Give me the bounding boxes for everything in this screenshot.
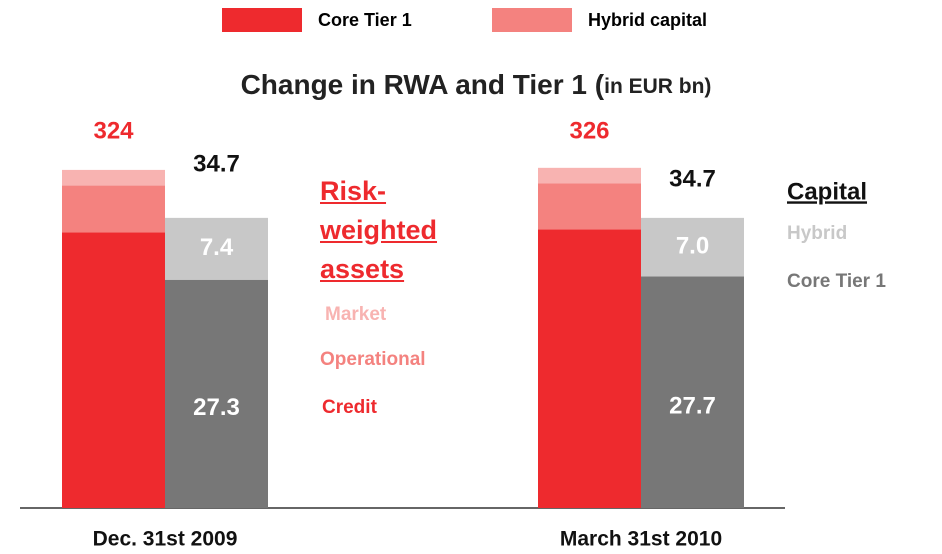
value-label: 7.0: [676, 232, 709, 259]
series-label: Hybrid: [787, 223, 847, 244]
series-label: Operational: [320, 349, 426, 370]
bar-segment: [62, 169, 165, 186]
bar-segment: [165, 279, 268, 508]
total-label: 34.7: [669, 165, 716, 192]
bar-segment: [641, 276, 744, 508]
bar-segment: [538, 183, 641, 230]
title: Change in RWA and Tier 1 (: [241, 69, 605, 100]
title-unit: in EUR bn): [604, 75, 711, 98]
total-label: 34.7: [193, 150, 240, 177]
legend-label: Hybrid capital: [588, 10, 707, 30]
legend-label: Core Tier 1: [318, 10, 412, 30]
value-label: 7.4: [200, 234, 234, 261]
x-tick-label: March 31st 2010: [560, 528, 722, 551]
bar-segment: [62, 185, 165, 233]
chart-title: Change in RWA and Tier 1 (in EUR bn): [241, 69, 712, 100]
x-tick-label: Dec. 31st 2009: [93, 528, 238, 551]
rwa-title: Risk-weighted assets: [320, 176, 438, 284]
series-label: Credit: [322, 397, 378, 418]
series-label: Market: [325, 304, 387, 325]
value-label: 27.7: [669, 393, 716, 420]
bar-segment: [62, 232, 165, 509]
bar-segment: [165, 217, 268, 280]
bar-segment: [538, 229, 641, 509]
total-label: 324: [93, 117, 134, 144]
total-label: 326: [569, 117, 609, 144]
bar-segment: [538, 167, 641, 184]
capital-title: Capital: [787, 178, 867, 205]
legend-swatch: [222, 8, 302, 32]
value-label: 27.3: [193, 394, 240, 421]
legend-swatch: [492, 8, 572, 32]
series-label: Core Tier 1: [787, 271, 886, 292]
bar-segment: [641, 217, 744, 277]
